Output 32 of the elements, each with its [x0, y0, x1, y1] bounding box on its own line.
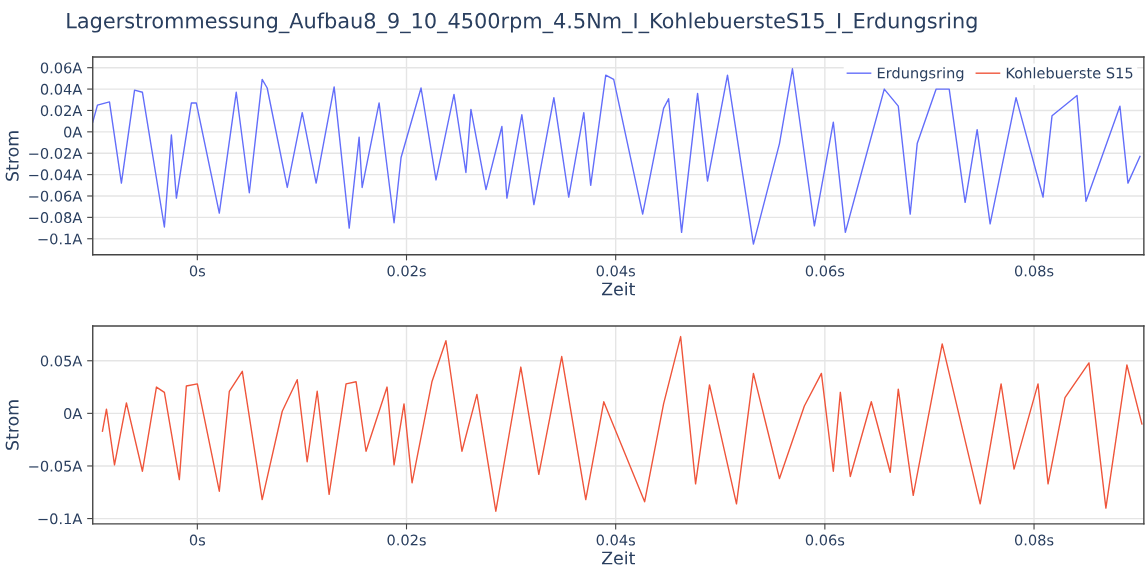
x-tick-label: 0s [189, 265, 206, 277]
x-tick-label: 0.04s [596, 265, 636, 277]
x-tick-label: 0.02s [387, 265, 426, 277]
y-tick-label: 0.06A [40, 62, 83, 74]
x-axis-title: Zeit [601, 282, 635, 296]
x-tick-label: 0.02s [387, 534, 426, 546]
y-tick-label: 0.02A [40, 105, 83, 117]
x-tick-label: 0.08s [1014, 534, 1054, 546]
y-axis-title: Strom [5, 400, 19, 450]
x-tick-label: 0.04s [596, 534, 636, 546]
y-tick-label: −0.02A [29, 147, 83, 159]
y-tick-label: −0.04A [29, 169, 83, 181]
line-series [92, 68, 1141, 245]
y-tick-label: −0.08A [29, 212, 83, 224]
legend-label: Kohlebuerste S15 [1006, 67, 1133, 79]
x-tick-label: 0.06s [805, 534, 845, 546]
line-series [101, 335, 1143, 512]
y-tick-label: 0.04A [40, 83, 83, 95]
y-tick-label: 0.05A [40, 355, 83, 367]
chart-title: Lagerstrommessung_Aufbau8_9_10_4500rpm_4.5Nm_I_KohlebuersteS15_I_Erdungsring [67, 12, 977, 34]
x-tick-label: 0.06s [805, 265, 845, 277]
x-axis-title: Zeit [601, 551, 635, 565]
legend-label: Erdungsring [877, 67, 964, 82]
y-axis-title: Strom [5, 131, 19, 181]
y-tick-label: −0.06A [29, 190, 83, 202]
x-tick-label: 0.08s [1014, 265, 1054, 277]
y-tick-label: −0.05A [29, 460, 83, 472]
y-tick-label: 0A [64, 408, 83, 420]
x-tick-label: 0s [189, 534, 206, 546]
y-tick-label: 0A [64, 126, 83, 138]
y-tick-label: −0.1A [38, 233, 83, 245]
y-tick-label: −0.1A [38, 513, 83, 525]
